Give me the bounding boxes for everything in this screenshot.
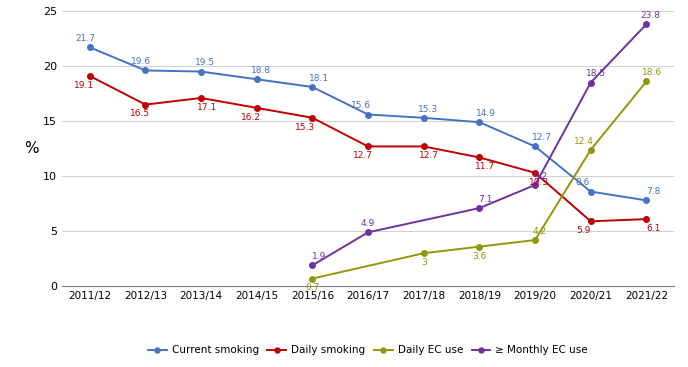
Text: 19.5: 19.5 xyxy=(195,58,215,68)
≥ Monthly EC use xyxy=(475,206,484,210)
Text: 18.8: 18.8 xyxy=(251,66,271,75)
Text: 12.7: 12.7 xyxy=(419,151,440,160)
Daily EC use xyxy=(475,244,484,249)
Daily EC use xyxy=(643,79,651,84)
Text: 12.4: 12.4 xyxy=(574,137,594,146)
Legend: Current smoking, Daily smoking, Daily EC use, ≥ Monthly EC use: Current smoking, Daily smoking, Daily EC… xyxy=(144,341,592,359)
Daily smoking xyxy=(197,96,205,100)
Daily smoking xyxy=(85,74,94,78)
Daily EC use xyxy=(308,276,316,281)
Daily smoking xyxy=(420,144,428,149)
Daily smoking xyxy=(252,106,261,110)
Current smoking xyxy=(587,189,595,194)
Line: Daily smoking: Daily smoking xyxy=(87,73,649,224)
Text: 18.1: 18.1 xyxy=(310,74,330,83)
Line: Daily EC use: Daily EC use xyxy=(310,79,649,281)
Current smoking xyxy=(85,45,94,50)
Text: 10.3: 10.3 xyxy=(529,178,549,187)
Text: 16.5: 16.5 xyxy=(130,109,150,119)
Current smoking xyxy=(252,77,261,81)
Daily EC use xyxy=(420,251,428,255)
Text: 21.7: 21.7 xyxy=(76,34,96,43)
Text: 14.9: 14.9 xyxy=(476,109,496,118)
Current smoking xyxy=(197,69,205,74)
Text: 11.7: 11.7 xyxy=(475,162,495,171)
Text: 15.3: 15.3 xyxy=(418,105,438,114)
Text: 18.5: 18.5 xyxy=(586,69,606,79)
Text: 7.1: 7.1 xyxy=(477,195,492,204)
Daily smoking xyxy=(475,155,484,160)
≥ Monthly EC use xyxy=(643,22,651,26)
≥ Monthly EC use xyxy=(531,183,539,187)
Current smoking xyxy=(364,112,372,117)
Daily smoking xyxy=(531,171,539,175)
Daily EC use xyxy=(531,238,539,242)
Daily smoking xyxy=(308,116,316,120)
≥ Monthly EC use xyxy=(308,263,316,268)
Text: 12.7: 12.7 xyxy=(352,151,372,160)
Text: 19.1: 19.1 xyxy=(74,81,94,90)
Text: 3.6: 3.6 xyxy=(472,251,486,261)
Text: 1.9: 1.9 xyxy=(312,252,327,261)
Text: 19.6: 19.6 xyxy=(131,57,151,66)
Text: 9.2: 9.2 xyxy=(533,172,548,181)
≥ Monthly EC use xyxy=(587,80,595,85)
Line: Current smoking: Current smoking xyxy=(87,44,649,203)
Daily smoking xyxy=(587,219,595,224)
Line: ≥ Monthly EC use: ≥ Monthly EC use xyxy=(310,21,649,268)
Current smoking xyxy=(531,144,539,149)
Daily EC use xyxy=(587,148,595,152)
Text: 4.9: 4.9 xyxy=(361,219,375,228)
Text: 4.2: 4.2 xyxy=(533,227,546,236)
Text: 23.8: 23.8 xyxy=(641,11,660,20)
Text: 16.2: 16.2 xyxy=(241,113,261,122)
Current smoking xyxy=(141,68,149,73)
Text: 0.7: 0.7 xyxy=(305,283,320,292)
Daily smoking xyxy=(141,102,149,107)
Current smoking xyxy=(420,116,428,120)
Text: 8.6: 8.6 xyxy=(575,178,590,188)
Text: 6.1: 6.1 xyxy=(646,224,660,233)
Text: 7.8: 7.8 xyxy=(646,187,660,196)
≥ Monthly EC use xyxy=(364,230,372,235)
Y-axis label: %: % xyxy=(25,141,39,156)
Current smoking xyxy=(475,120,484,124)
Text: 17.1: 17.1 xyxy=(197,103,217,112)
Text: 18.6: 18.6 xyxy=(642,68,662,77)
Daily smoking xyxy=(364,144,372,149)
Text: 15.3: 15.3 xyxy=(295,123,316,132)
Text: 5.9: 5.9 xyxy=(577,226,591,235)
Current smoking xyxy=(308,85,316,89)
Daily smoking xyxy=(643,217,651,221)
Text: 15.6: 15.6 xyxy=(351,101,372,110)
Text: 12.7: 12.7 xyxy=(532,133,552,142)
Current smoking xyxy=(643,198,651,203)
Text: 3: 3 xyxy=(421,258,427,267)
